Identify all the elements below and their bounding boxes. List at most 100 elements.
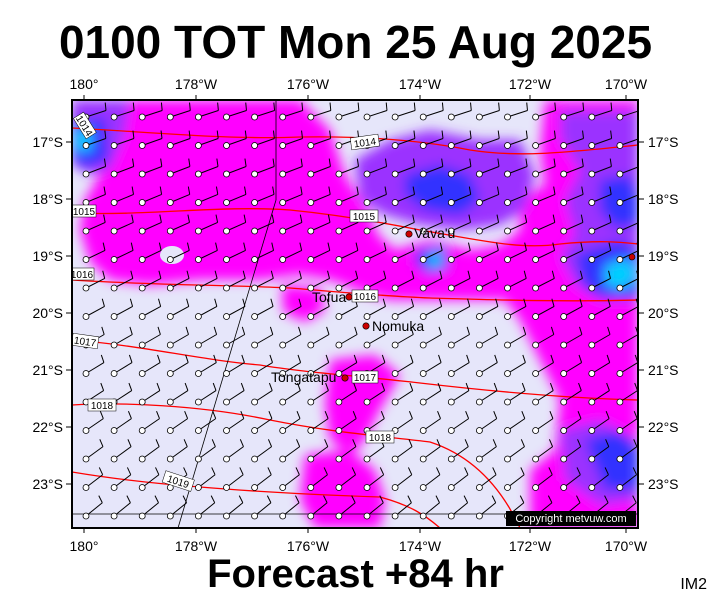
wind-station: [419, 427, 427, 434]
wind-barb: [394, 250, 415, 260]
isobar-label: 1017: [354, 373, 377, 384]
wind-barb: [141, 362, 161, 374]
wind-station: [588, 484, 596, 491]
wind-station: [194, 284, 202, 292]
wind-station: [391, 512, 399, 520]
wind-station: [532, 199, 539, 206]
wind-barb-feather: [610, 102, 613, 111]
wind-station: [475, 199, 483, 206]
wind-station: [251, 113, 259, 121]
wind-station: [419, 142, 427, 149]
wind-barb: [394, 390, 413, 403]
wind-barb-feather: [552, 242, 556, 251]
wind-barb-feather: [187, 214, 190, 223]
wind-barb-feather: [409, 354, 414, 363]
wind-barb-feather: [267, 467, 272, 475]
wind-station: [504, 370, 511, 377]
wind-barb: [141, 222, 162, 232]
wind-barb: [563, 446, 581, 460]
wind-barb: [535, 250, 555, 260]
wind-station: [335, 512, 343, 520]
wind-barb-feather: [104, 102, 107, 111]
wind-barb-feather: [155, 439, 160, 447]
wind-barb-feather: [327, 214, 331, 223]
wind-barb-feather: [130, 242, 134, 251]
wind-barb: [619, 334, 638, 346]
wind-station: [588, 256, 596, 263]
wind-station: [391, 484, 399, 491]
wind-station: [110, 142, 118, 149]
isobar-label: 1018: [91, 401, 114, 412]
wind-station: [194, 484, 202, 491]
wind-barb: [451, 110, 472, 118]
wind-barb-feather: [183, 439, 188, 447]
wind-station: [251, 313, 259, 320]
wind-barb-feather: [103, 186, 106, 195]
wind-station: [475, 341, 483, 349]
wind-station: [616, 398, 624, 406]
model-code: IM2: [680, 576, 707, 593]
isobar-label: 1015: [353, 212, 376, 223]
wind-barb-feather: [299, 242, 303, 251]
wind-barb-feather: [491, 495, 497, 504]
wind-station: [588, 142, 596, 149]
wind-station: [110, 256, 118, 263]
wind-station: [391, 170, 399, 178]
wind-station: [251, 170, 259, 178]
wind-station: [363, 199, 371, 206]
lat-label: 20°S: [648, 305, 679, 321]
wind-station: [223, 256, 230, 263]
wind-station: [391, 313, 399, 320]
wind-barb: [141, 474, 160, 488]
wind-station: [194, 256, 202, 263]
wind-barb-feather: [581, 186, 584, 195]
wind-barb: [366, 446, 385, 460]
wind-barb: [282, 194, 303, 203]
wind-barb: [198, 334, 217, 346]
wind-barb: [591, 390, 610, 403]
wind-station: [616, 427, 624, 434]
wind-station: [194, 170, 202, 178]
wind-barb-feather: [326, 298, 330, 307]
wind-station: [279, 484, 287, 491]
place-vavau: Vava'u: [414, 225, 455, 241]
wind-barb-feather: [160, 102, 163, 111]
wind-barb-feather: [553, 186, 556, 195]
wind-barb-feather: [100, 354, 105, 363]
wind-station: [391, 227, 399, 235]
wind-station: [307, 256, 315, 263]
wind-barb-feather: [385, 130, 388, 139]
wind-barb: [479, 278, 499, 289]
wind-barb-feather: [494, 354, 498, 363]
wind-station: [504, 313, 511, 320]
wind-barb-feather: [244, 158, 247, 167]
wind-barb: [170, 334, 189, 346]
wind-barb-feather: [272, 130, 275, 139]
wind-barb-feather: [413, 158, 416, 167]
wind-barb: [479, 418, 497, 431]
wind-station: [447, 313, 455, 320]
forecast-label: Forecast +84 hr: [207, 552, 504, 596]
wind-barb-feather: [466, 354, 470, 363]
wind-barb-feather: [101, 298, 105, 307]
wind-barb-feather: [299, 214, 303, 223]
wind-barb-feather: [441, 130, 444, 139]
wind-barb-feather: [242, 298, 246, 307]
wind-barb: [254, 166, 275, 175]
wind-station: [363, 512, 371, 520]
wind-station: [391, 256, 399, 263]
wind-barb: [282, 502, 300, 517]
wind-station: [532, 313, 539, 320]
wind-barb: [507, 250, 527, 260]
wind-barb: [85, 306, 105, 317]
wind-barb-feather: [467, 270, 471, 279]
wind-barb-feather: [438, 354, 442, 363]
wind-barb-feather: [131, 214, 134, 223]
wind-barb-feather: [298, 326, 302, 335]
wind-barb-feather: [270, 270, 274, 279]
wind-barb: [450, 502, 468, 517]
wind-barb: [113, 390, 132, 403]
wind-barb-feather: [272, 158, 275, 167]
wind-barb-feather: [244, 130, 247, 139]
wind-barb: [141, 446, 160, 460]
